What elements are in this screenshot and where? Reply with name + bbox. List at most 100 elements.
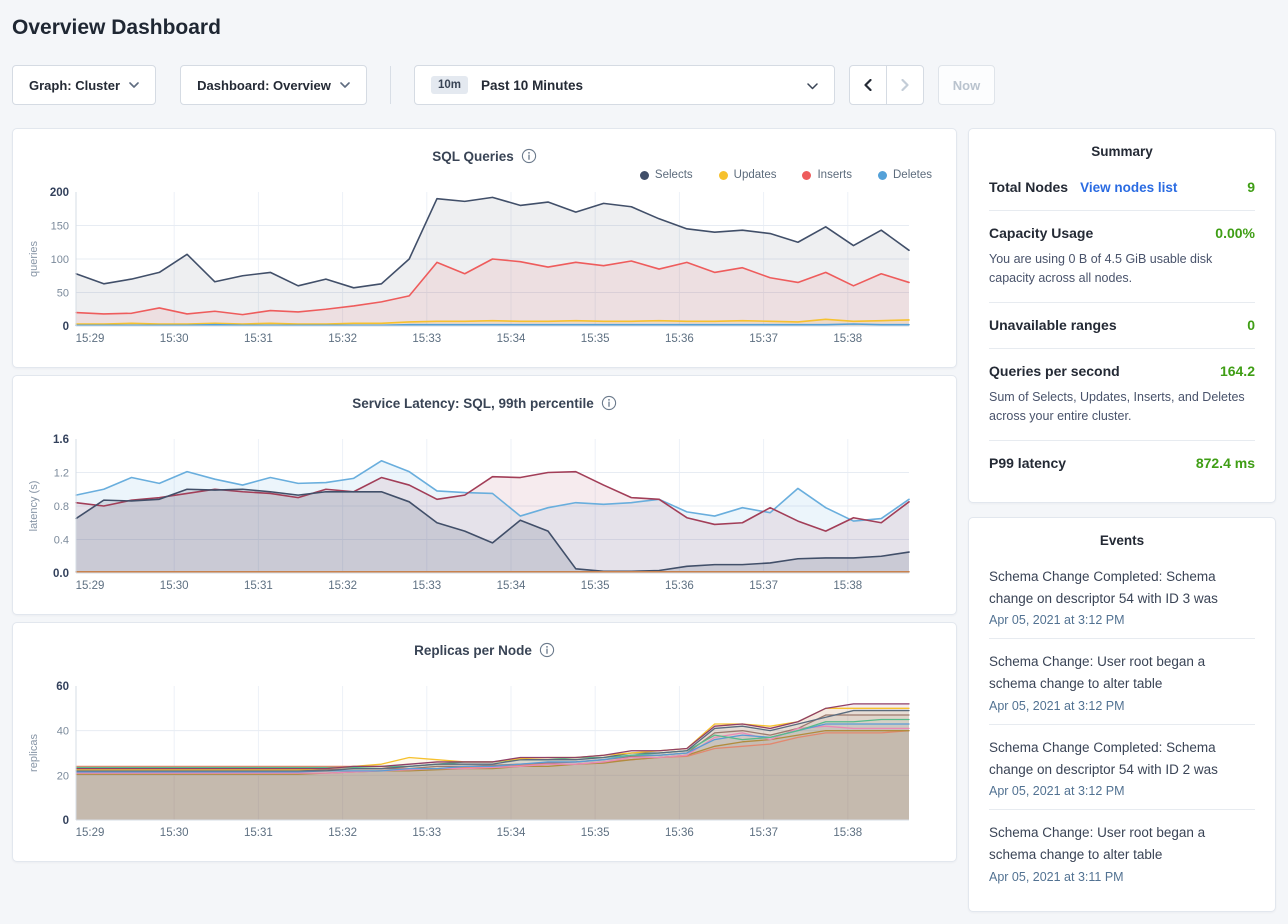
chevron-right-icon <box>901 79 909 91</box>
svg-text:15:30: 15:30 <box>160 827 189 839</box>
time-pager <box>849 65 924 105</box>
chart-card-replicas-per-node: Replicas per Node 0 20 40 60 15:29 15:30 15:31… <box>12 622 957 862</box>
summary-row-total-nodes: Total Nodes View nodes list 9 <box>989 165 1255 210</box>
svg-text:60: 60 <box>56 681 69 693</box>
svg-text:0.0: 0.0 <box>53 568 69 580</box>
chevron-left-icon <box>864 79 872 91</box>
chart-title: Service Latency: SQL, 99th percentile <box>352 395 594 411</box>
svg-text:100: 100 <box>51 254 69 266</box>
graph-dropdown[interactable]: Graph: Cluster <box>12 65 156 105</box>
summary-row-unavailable-ranges: Unavailable ranges 0 <box>989 301 1255 348</box>
svg-text:15:35: 15:35 <box>581 580 610 592</box>
time-window-badge: 10m <box>431 76 469 94</box>
event-timestamp: Apr 05, 2021 at 3:12 PM <box>989 698 1125 713</box>
dashboard-dropdown[interactable]: Dashboard: Overview <box>180 65 367 105</box>
event-message: Schema Change: User root began a schema … <box>989 654 1206 692</box>
chart-legend <box>25 413 944 431</box>
legend-label: Deletes <box>893 169 932 181</box>
svg-text:15:35: 15:35 <box>581 333 610 345</box>
time-window-selector[interactable]: 10m Past 10 Minutes <box>414 65 835 105</box>
chart-plot[interactable]: 0 20 40 60 15:29 15:30 15:31 15:32 15:33 15:34 15:… <box>25 680 946 840</box>
summary-description: You are using 0 B of 4.5 GiB usable disk… <box>989 252 1213 286</box>
svg-text:20: 20 <box>57 770 69 782</box>
svg-text:15:31: 15:31 <box>244 827 273 839</box>
svg-text:queries: queries <box>28 240 40 277</box>
summary-title: Summary <box>1091 144 1153 159</box>
svg-text:0.8: 0.8 <box>54 501 69 513</box>
event-message: Schema Change Completed: Schema change o… <box>989 568 1218 606</box>
event-timestamp: Apr 05, 2021 at 3:12 PM <box>989 784 1125 799</box>
svg-text:15:30: 15:30 <box>160 333 189 345</box>
chart-title: Replicas per Node <box>414 642 532 658</box>
svg-text:15:36: 15:36 <box>665 580 694 592</box>
svg-text:15:30: 15:30 <box>160 580 189 592</box>
info-icon[interactable] <box>521 148 537 164</box>
svg-text:15:38: 15:38 <box>833 580 862 592</box>
event-item-3: Schema Change Completed: Schema change o… <box>989 723 1255 810</box>
event-message: Schema Change: User root began a schema … <box>989 825 1206 863</box>
svg-text:15:36: 15:36 <box>665 333 694 345</box>
svg-text:15:34: 15:34 <box>497 580 526 592</box>
svg-text:1.2: 1.2 <box>54 468 69 480</box>
info-icon[interactable] <box>539 642 555 658</box>
legend-item-inserts[interactable]: Inserts <box>802 169 852 181</box>
event-item-1: Schema Change Completed: Schema change o… <box>989 554 1255 639</box>
summary-row-capacity-usage: Capacity Usage 0.00% You are using 0 B of … <box>989 210 1255 302</box>
summary-value: 0 <box>1247 316 1255 333</box>
events-panel: Events Schema Change Completed: Schema c… <box>968 516 1276 912</box>
svg-text:200: 200 <box>50 187 69 199</box>
info-icon[interactable] <box>601 395 617 411</box>
chart-legend <box>25 660 944 678</box>
main-content: SQL Queries Selects Updates Inserts Deletes… <box>12 128 1276 912</box>
legend-dot <box>639 170 649 180</box>
event-item-2: Schema Change: User root began a schema … <box>989 638 1255 724</box>
page-title: Overview Dashboard <box>12 16 221 39</box>
legend-item-selects[interactable]: Selects <box>639 169 693 181</box>
event-timestamp: Apr 05, 2021 at 3:11 PM <box>989 869 1124 884</box>
event-message: Schema Change Completed: Schema change o… <box>989 739 1218 777</box>
right-sidebar: Summary Total Nodes View nodes list 9 Capac… <box>968 128 1276 912</box>
event-item-4: Schema Change: User root began a schema … <box>989 809 1255 895</box>
svg-text:15:32: 15:32 <box>328 333 357 345</box>
summary-value: 9 <box>1247 179 1255 195</box>
view-nodes-list-link[interactable]: View nodes list <box>1080 180 1178 195</box>
chevron-down-icon <box>129 82 139 88</box>
summary-panel: Summary Total Nodes View nodes list 9 Capac… <box>968 128 1276 503</box>
legend-dot <box>802 170 812 180</box>
controls-divider <box>390 66 391 104</box>
event-timestamp: Apr 05, 2021 at 3:12 PM <box>989 613 1125 628</box>
svg-text:15:31: 15:31 <box>244 580 273 592</box>
svg-text:15:29: 15:29 <box>76 580 105 592</box>
legend-label: Inserts <box>817 169 852 181</box>
legend-label: Updates <box>733 169 777 181</box>
svg-text:latency (s): latency (s) <box>28 481 40 532</box>
svg-text:15:32: 15:32 <box>328 827 357 839</box>
svg-text:15:31: 15:31 <box>244 333 273 345</box>
summary-label: P99 latency <box>989 454 1067 471</box>
summary-label: Unavailable ranges <box>989 316 1117 333</box>
chart-plot[interactable]: 0.0 0.4 0.8 1.2 1.6 15:29 15:30 15:31 15:32 15:33… <box>25 433 946 593</box>
time-backward-button[interactable] <box>849 65 887 105</box>
chart-legend: Selects Updates Inserts Deletes <box>25 166 944 184</box>
legend-item-deletes[interactable]: Deletes <box>878 169 932 181</box>
chart-card-sql-queries: SQL Queries Selects Updates Inserts Deletes… <box>12 128 957 368</box>
summary-value: 0.00% <box>1215 225 1255 241</box>
svg-text:0: 0 <box>63 815 69 827</box>
svg-text:15:33: 15:33 <box>412 333 441 345</box>
summary-row-p99-latency: P99 latency 872.4 ms <box>989 439 1255 486</box>
summary-value: 164.2 <box>1219 362 1255 379</box>
graph-dropdown-label: Graph: Cluster <box>28 77 120 93</box>
svg-text:15:33: 15:33 <box>412 827 441 839</box>
svg-text:15:37: 15:37 <box>749 580 778 592</box>
time-window-label: Past 10 Minutes <box>481 77 584 93</box>
dashboard-controls: Graph: Cluster Dashboard: Overview 10m P… <box>12 65 1276 105</box>
summary-label: Capacity Usage <box>989 225 1094 241</box>
events-title: Events <box>1099 532 1145 548</box>
legend-item-updates[interactable]: Updates <box>718 169 777 181</box>
legend-dot <box>718 170 728 180</box>
chevron-down-icon <box>807 83 818 90</box>
dashboard-dropdown-label: Dashboard: Overview <box>197 77 331 93</box>
summary-label: Total Nodes <box>989 179 1069 195</box>
chart-card-service-latency-sql-99th-percentile: Service Latency: SQL, 99th percentile 0.… <box>12 375 957 615</box>
chart-plot[interactable]: 0 50 100 150 200 15:29 15:30 15:31 15:32 15:33 15:… <box>25 186 946 346</box>
